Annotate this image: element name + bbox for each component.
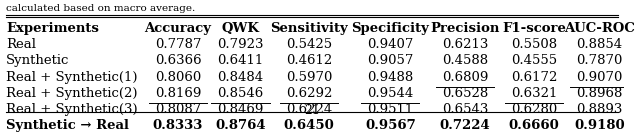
Text: Synthetic → Real: Synthetic → Real	[6, 119, 129, 132]
Text: Sensitivity: Sensitivity	[270, 22, 348, 34]
Text: 0.7923: 0.7923	[217, 38, 264, 51]
Text: 0.8087: 0.8087	[155, 103, 201, 116]
Text: 0.6528: 0.6528	[442, 87, 488, 100]
Text: 0.6411: 0.6411	[217, 54, 264, 67]
Text: Synthetic: Synthetic	[6, 54, 70, 67]
Text: 0.6450: 0.6450	[284, 119, 335, 132]
Text: 0.6280: 0.6280	[511, 103, 557, 116]
Text: 0.6292: 0.6292	[286, 87, 332, 100]
Text: 0.9544: 0.9544	[367, 87, 413, 100]
Text: 0.4612: 0.4612	[286, 54, 332, 67]
Text: QWK: QWK	[221, 22, 259, 34]
Text: 0.8968: 0.8968	[576, 87, 623, 100]
Text: 0.5508: 0.5508	[511, 38, 557, 51]
Text: 0.8484: 0.8484	[218, 70, 264, 84]
Text: 0.8854: 0.8854	[577, 38, 623, 51]
Text: 0.8469: 0.8469	[217, 103, 264, 116]
Text: Experiments: Experiments	[6, 22, 99, 34]
Text: 0.9511: 0.9511	[367, 103, 413, 116]
Text: 0.6366: 0.6366	[155, 54, 201, 67]
Text: 0.9057: 0.9057	[367, 54, 413, 67]
Text: 0.6809: 0.6809	[442, 70, 488, 84]
Text: Real + Synthetic(3): Real + Synthetic(3)	[6, 103, 138, 116]
Text: Real: Real	[6, 38, 36, 51]
Text: 0.6224: 0.6224	[286, 103, 332, 116]
Text: 0.8060: 0.8060	[155, 70, 201, 84]
Text: calculated based on macro average.: calculated based on macro average.	[6, 4, 195, 13]
Text: 0.6213: 0.6213	[442, 38, 488, 51]
Text: 0.8764: 0.8764	[215, 119, 266, 132]
Text: F1-score: F1-score	[502, 22, 566, 34]
Text: Specificity: Specificity	[351, 22, 429, 34]
Text: 0.7787: 0.7787	[155, 38, 201, 51]
Text: Accuracy: Accuracy	[145, 22, 211, 34]
Text: 0.8893: 0.8893	[576, 103, 623, 116]
Text: 0.8169: 0.8169	[155, 87, 201, 100]
Text: 0.5970: 0.5970	[286, 70, 332, 84]
Text: 0.9567: 0.9567	[365, 119, 415, 132]
Text: 0.4588: 0.4588	[442, 54, 488, 67]
Text: 0.9070: 0.9070	[576, 70, 623, 84]
Text: 0.6543: 0.6543	[442, 103, 488, 116]
Text: 0.6321: 0.6321	[511, 87, 557, 100]
Text: 0.5425: 0.5425	[286, 38, 332, 51]
Text: 0.9180: 0.9180	[574, 119, 625, 132]
Text: Precision: Precision	[431, 22, 500, 34]
Text: 0.6172: 0.6172	[511, 70, 557, 84]
Text: 0.6660: 0.6660	[509, 119, 559, 132]
Text: 0.8546: 0.8546	[217, 87, 264, 100]
Text: AUC-ROC: AUC-ROC	[564, 22, 635, 34]
Text: 21: 21	[304, 104, 320, 117]
Text: Real + Synthetic(1): Real + Synthetic(1)	[6, 70, 138, 84]
Text: 0.9488: 0.9488	[367, 70, 413, 84]
Text: 0.4555: 0.4555	[511, 54, 557, 67]
Text: 0.8333: 0.8333	[153, 119, 203, 132]
Text: 0.9407: 0.9407	[367, 38, 413, 51]
Text: 0.7870: 0.7870	[576, 54, 623, 67]
Text: 0.7224: 0.7224	[440, 119, 490, 132]
Text: Real + Synthetic(2): Real + Synthetic(2)	[6, 87, 138, 100]
